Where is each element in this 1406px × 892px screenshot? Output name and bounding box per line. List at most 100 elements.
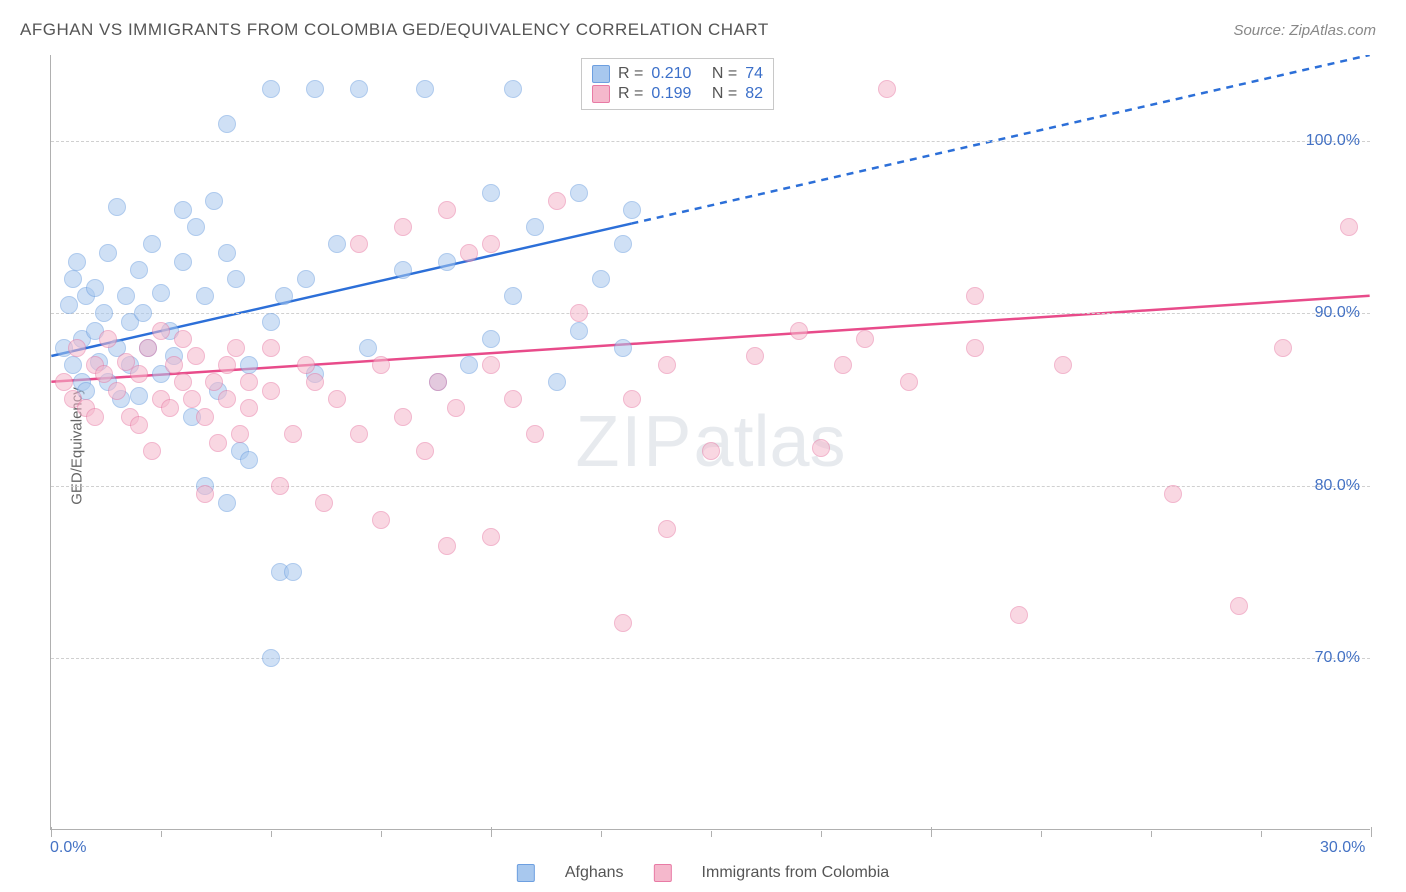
scatter-point <box>108 382 126 400</box>
scatter-point <box>240 356 258 374</box>
scatter-point <box>262 339 280 357</box>
scatter-point <box>275 287 293 305</box>
scatter-point <box>130 365 148 383</box>
scatter-point <box>143 442 161 460</box>
scatter-point <box>196 485 214 503</box>
scatter-point <box>315 494 333 512</box>
scatter-point <box>702 442 720 460</box>
scatter-point <box>526 218 544 236</box>
scatter-point <box>152 322 170 340</box>
y-tick-label: 100.0% <box>1306 132 1360 150</box>
scatter-point <box>482 330 500 348</box>
scatter-point <box>143 235 161 253</box>
r-label: R = <box>618 85 643 103</box>
scatter-point <box>130 387 148 405</box>
scatter-point <box>623 201 641 219</box>
scatter-point <box>284 563 302 581</box>
scatter-point <box>438 537 456 555</box>
x-tick <box>601 831 602 837</box>
scatter-point <box>218 494 236 512</box>
scatter-point <box>99 244 117 262</box>
scatter-point <box>504 287 522 305</box>
scatter-point <box>1164 485 1182 503</box>
gridline-h <box>51 141 1370 142</box>
scatter-point <box>416 442 434 460</box>
plot-area: ZIPatlas R = 0.210 N = 74 R = 0.199 N = … <box>50 55 1370 830</box>
scatter-point <box>284 425 302 443</box>
n-label: N = <box>712 65 737 83</box>
x-tick <box>491 827 492 837</box>
scatter-point <box>548 373 566 391</box>
scatter-point <box>306 373 324 391</box>
scatter-point <box>174 201 192 219</box>
scatter-point <box>438 253 456 271</box>
scatter-point <box>482 356 500 374</box>
scatter-point <box>372 356 390 374</box>
scatter-point <box>460 356 478 374</box>
scatter-point <box>460 244 478 262</box>
scatter-point <box>130 416 148 434</box>
scatter-point <box>139 339 157 357</box>
scatter-point <box>900 373 918 391</box>
bottom-legend: Afghans Immigrants from Colombia <box>517 864 889 882</box>
scatter-point <box>262 80 280 98</box>
scatter-point <box>570 184 588 202</box>
scatter-point <box>271 477 289 495</box>
scatter-point <box>1230 597 1248 615</box>
scatter-point <box>187 218 205 236</box>
series2-n-value: 82 <box>745 85 763 103</box>
scatter-point <box>482 184 500 202</box>
series1-r-value: 0.210 <box>651 65 691 83</box>
scatter-point <box>504 80 522 98</box>
scatter-point <box>350 80 368 98</box>
scatter-point <box>614 614 632 632</box>
scatter-point <box>86 279 104 297</box>
scatter-point <box>227 339 245 357</box>
scatter-point <box>218 115 236 133</box>
scatter-point <box>966 287 984 305</box>
scatter-point <box>209 434 227 452</box>
scatter-point <box>108 198 126 216</box>
y-tick-label: 90.0% <box>1315 304 1360 322</box>
scatter-point <box>218 244 236 262</box>
x-tick <box>1041 831 1042 837</box>
scatter-point <box>231 425 249 443</box>
chart-title: AFGHAN VS IMMIGRANTS FROM COLOMBIA GED/E… <box>20 20 769 40</box>
scatter-point <box>64 356 82 374</box>
legend-swatch-series2 <box>654 864 672 882</box>
scatter-point <box>812 439 830 457</box>
y-tick-label: 70.0% <box>1315 649 1360 667</box>
scatter-point <box>482 235 500 253</box>
legend-label-series2: Immigrants from Colombia <box>702 864 890 882</box>
x-tick <box>821 831 822 837</box>
scatter-point <box>447 399 465 417</box>
series2-swatch <box>592 85 610 103</box>
series2-r-value: 0.199 <box>651 85 691 103</box>
scatter-point <box>174 373 192 391</box>
scatter-point <box>55 373 73 391</box>
x-tick-label: 0.0% <box>50 839 86 857</box>
scatter-point <box>1340 218 1358 236</box>
scatter-point <box>394 408 412 426</box>
scatter-point <box>548 192 566 210</box>
legend-label-series1: Afghans <box>565 864 624 882</box>
x-tick <box>1151 831 1152 837</box>
scatter-point <box>394 261 412 279</box>
scatter-point <box>350 235 368 253</box>
scatter-point <box>790 322 808 340</box>
scatter-point <box>187 347 205 365</box>
gridline-h <box>51 658 1370 659</box>
stats-legend-box: R = 0.210 N = 74 R = 0.199 N = 82 <box>581 58 774 110</box>
chart-source: Source: ZipAtlas.com <box>1233 22 1376 39</box>
scatter-point <box>196 287 214 305</box>
scatter-point <box>95 365 113 383</box>
x-tick <box>1371 827 1372 837</box>
scatter-point <box>60 296 78 314</box>
scatter-point <box>130 261 148 279</box>
scatter-point <box>328 235 346 253</box>
scatter-point <box>262 313 280 331</box>
scatter-point <box>205 373 223 391</box>
stats-row-series1: R = 0.210 N = 74 <box>592 65 763 83</box>
scatter-point <box>86 408 104 426</box>
scatter-point <box>205 192 223 210</box>
